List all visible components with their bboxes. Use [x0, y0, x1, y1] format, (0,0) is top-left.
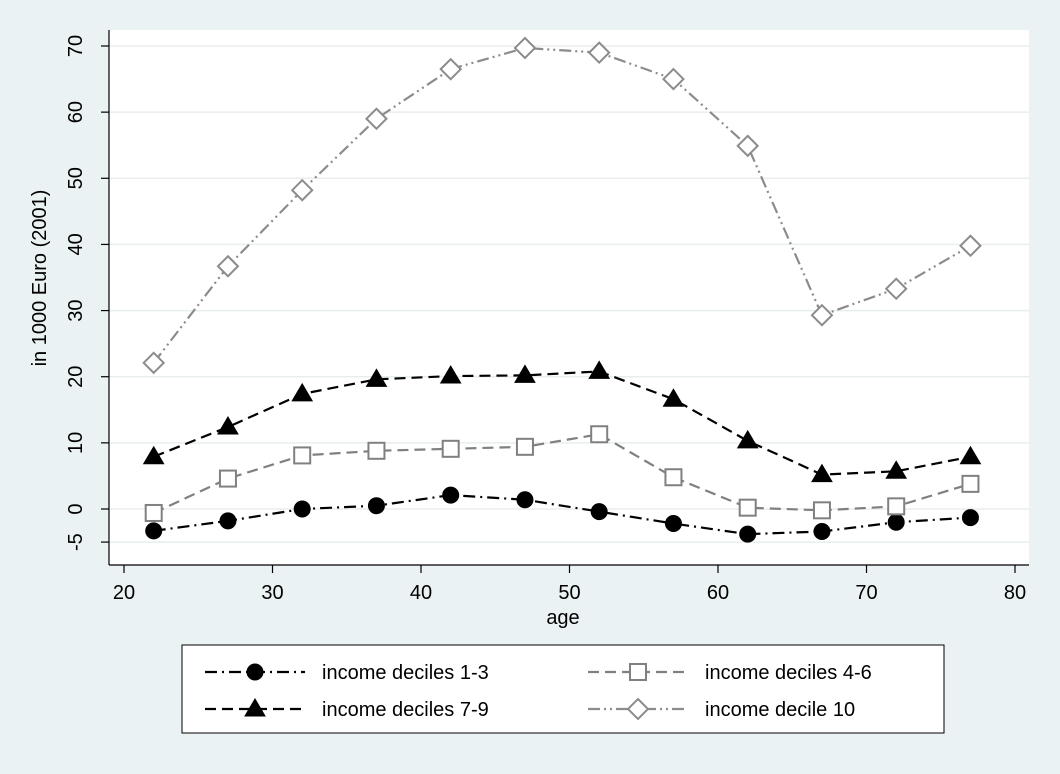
x-tick-label: 60 [707, 582, 729, 604]
data-point [513, 36, 537, 60]
series-3 [142, 360, 982, 483]
data-point [664, 515, 682, 533]
y-tick-label: -5 [65, 533, 87, 551]
legend-label: income deciles 1-3 [322, 662, 489, 684]
data-point [961, 509, 979, 527]
x-tick-label: 40 [410, 582, 432, 604]
legend-label: income deciles 7-9 [322, 699, 489, 721]
data-point [219, 512, 237, 530]
data-point [812, 501, 831, 520]
data-point [959, 445, 982, 465]
x-tick-label: 30 [261, 582, 283, 604]
data-point [291, 382, 314, 402]
data-point [441, 439, 460, 458]
data-point [367, 441, 386, 460]
legend-marker [626, 697, 650, 721]
y-tick-label: 30 [65, 299, 87, 321]
data-point [142, 445, 165, 465]
data-point [439, 57, 463, 81]
series-line [153, 433, 971, 514]
legend: income deciles 1-3 income deciles 4-6 inco… [181, 644, 945, 734]
data-point [145, 522, 163, 540]
y-axis-title: in 1000 Euro (2001) [29, 190, 51, 367]
series-line [153, 494, 971, 536]
legend-marker [246, 663, 264, 681]
data-point [884, 277, 908, 301]
legend-item-3: income deciles 7-9 [205, 698, 489, 721]
legend-label: income deciles 4-6 [705, 662, 872, 684]
data-point [885, 460, 908, 479]
data-point [738, 498, 757, 517]
series-2 [144, 425, 980, 522]
y-tick-label: 20 [65, 366, 87, 388]
data-point [290, 178, 314, 202]
x-tick-label: 80 [1004, 582, 1026, 604]
y-tick-label: 50 [65, 167, 87, 189]
data-point [664, 468, 683, 487]
legend-item-4: income decile 10 [588, 697, 855, 721]
x-axis-title: age [546, 607, 579, 629]
x-tick-label: 50 [558, 582, 580, 604]
data-point [662, 67, 685, 91]
legend-label: income decile 10 [705, 699, 855, 721]
data-point [367, 497, 385, 515]
data-point [813, 522, 831, 540]
plot-area [109, 30, 1029, 565]
data-point [587, 41, 611, 65]
data-point [959, 234, 982, 258]
legend-marker [629, 663, 647, 681]
data-point [739, 525, 757, 543]
grid [109, 45, 1029, 543]
data-point [590, 425, 609, 444]
data-point [590, 503, 608, 521]
data-point [961, 474, 980, 493]
y-tick-label: 10 [65, 432, 87, 454]
data-point [142, 351, 166, 375]
data-point [293, 446, 312, 465]
data-point [810, 303, 834, 327]
series-4 [142, 36, 982, 375]
data-point [216, 254, 240, 278]
x-tick-label: 70 [855, 582, 877, 604]
series-1 [145, 486, 979, 543]
legend-box [181, 644, 945, 734]
y-tick-label: 60 [65, 101, 87, 123]
series-line [153, 370, 971, 476]
data-point [887, 497, 906, 516]
y-tick-label: 40 [65, 233, 87, 255]
data-point [365, 107, 388, 131]
legend-marker [244, 698, 266, 717]
data-point [736, 429, 759, 449]
data-point [293, 500, 311, 518]
data-point [588, 360, 611, 379]
legend-item-1: income deciles 1-3 [205, 662, 489, 684]
axes: -5 0 10 20 30 40 50 60 70 20 30 40 50 60 70 80 [65, 30, 1029, 604]
y-tick-label: 0 [65, 503, 87, 514]
data-point [217, 415, 239, 435]
data-point [365, 368, 388, 387]
x-tick-label: 20 [113, 582, 135, 604]
data-point [439, 365, 462, 384]
data-point [811, 463, 833, 483]
data-point [662, 388, 685, 407]
data-point [516, 491, 534, 509]
data-point [515, 437, 534, 456]
series-line [152, 46, 972, 364]
data-point [442, 486, 460, 504]
data-point [144, 503, 163, 522]
data-point [887, 513, 905, 531]
legend-item-2: income deciles 4-6 [588, 662, 872, 684]
data-point [514, 364, 536, 383]
y-tick-label: 70 [65, 35, 87, 57]
data-point [736, 134, 760, 158]
series-layer [142, 36, 982, 543]
data-point [218, 469, 237, 488]
